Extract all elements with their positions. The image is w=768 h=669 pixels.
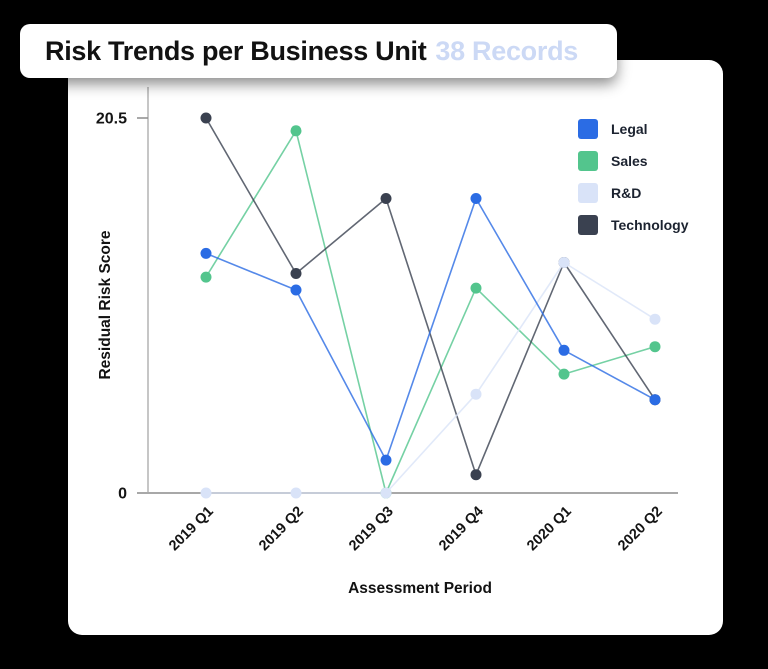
title-card: Risk Trends per Business Unit 38 Records xyxy=(20,24,617,78)
x-tick-label-2019-q4: 2019 Q4 xyxy=(436,504,487,555)
legend-swatch-technology xyxy=(578,215,598,235)
legend-swatch-sales xyxy=(578,151,598,171)
point-technology-2[interactable] xyxy=(380,193,392,204)
series-line-technology xyxy=(205,117,656,476)
legend-swatch-rnd xyxy=(578,183,598,203)
point-rnd-3[interactable] xyxy=(470,388,482,400)
point-legal-0[interactable] xyxy=(200,247,212,259)
legend-swatch-legal xyxy=(578,119,598,139)
series-line-rnd xyxy=(206,261,656,494)
x-axis-title: Assessment Period xyxy=(348,580,492,597)
page-title: Risk Trends per Business Unit xyxy=(45,35,427,66)
legend-item-sales[interactable]: Sales xyxy=(578,151,689,171)
series-line-legal xyxy=(205,197,656,461)
point-rnd-1[interactable] xyxy=(290,487,302,499)
legend-label-rnd: R&D xyxy=(611,185,642,201)
point-rnd-2[interactable] xyxy=(380,487,392,499)
chart-card: 20.5 0 2019 Q1 2019 Q2 2019 Q3 2019 Q4 2020 Q1… xyxy=(68,60,723,635)
legend-item-rnd[interactable]: R&D xyxy=(578,183,689,203)
point-sales-3[interactable] xyxy=(470,282,482,294)
point-legal-2[interactable] xyxy=(380,454,392,466)
x-tick-label-2019-q1: 2019 Q1 xyxy=(166,504,217,555)
legend-label-technology: Technology xyxy=(611,217,689,233)
y-tick-label-zero: 0 xyxy=(118,486,127,503)
point-legal-3[interactable] xyxy=(470,193,482,204)
point-rnd-5[interactable] xyxy=(649,313,661,325)
x-tick-label-2019-q2: 2019 Q2 xyxy=(256,504,307,555)
x-tick-label-2019-q3: 2019 Q3 xyxy=(346,504,397,555)
y-tick-label-max: 20.5 xyxy=(96,111,127,128)
point-rnd-0[interactable] xyxy=(200,487,212,499)
point-technology-3[interactable] xyxy=(470,469,482,481)
records-badge: 38 Records xyxy=(435,35,578,66)
x-tick-label-2020-q2: 2020 Q2 xyxy=(615,504,666,555)
point-legal-5[interactable] xyxy=(649,394,661,406)
point-legal-4[interactable] xyxy=(558,344,570,356)
legend-item-legal[interactable]: Legal xyxy=(578,119,689,139)
point-sales-0[interactable] xyxy=(200,271,212,283)
point-sales-5[interactable] xyxy=(649,341,661,353)
chart-legend: Legal Sales R&D Technology xyxy=(578,119,689,235)
series-line-sales xyxy=(205,130,656,494)
y-axis-title: Residual Risk Score xyxy=(97,230,114,379)
risk-trends-line-chart: 20.5 0 2019 Q1 2019 Q2 2019 Q3 2019 Q4 2020 Q1… xyxy=(96,87,678,597)
point-rnd-4[interactable] xyxy=(558,257,570,268)
legend-label-sales: Sales xyxy=(611,153,648,169)
legend-item-technology[interactable]: Technology xyxy=(578,215,689,235)
legend-label-legal: Legal xyxy=(611,121,648,137)
point-sales-1[interactable] xyxy=(290,125,302,137)
point-sales-4[interactable] xyxy=(558,368,570,380)
point-technology-0[interactable] xyxy=(200,112,212,124)
point-legal-1[interactable] xyxy=(290,284,302,296)
x-tick-label-2020-q1: 2020 Q1 xyxy=(524,504,575,555)
point-technology-1[interactable] xyxy=(290,268,302,279)
